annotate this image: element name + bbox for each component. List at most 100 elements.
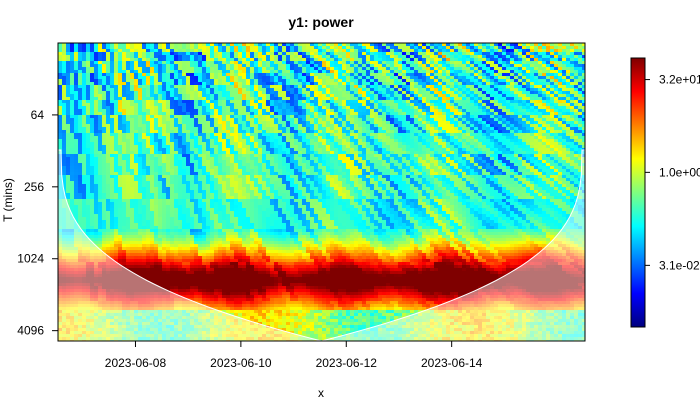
heatmap-cell xyxy=(126,49,131,53)
heatmap-cell xyxy=(194,112,199,116)
heatmap-cell xyxy=(518,91,523,95)
heatmap-cell xyxy=(342,124,347,128)
heatmap-cell xyxy=(490,148,495,152)
heatmap-cell xyxy=(386,94,391,98)
heatmap-cell xyxy=(226,154,231,158)
heatmap-cell xyxy=(206,52,211,56)
heatmap-cell xyxy=(506,118,511,122)
heatmap-cell xyxy=(410,61,415,65)
heatmap-cell xyxy=(438,49,443,53)
heatmap-cell xyxy=(450,85,455,89)
heatmap-cell xyxy=(158,97,163,101)
heatmap-cell xyxy=(382,133,387,137)
heatmap-cell xyxy=(186,106,191,110)
heatmap-cell xyxy=(398,133,403,137)
heatmap-cell xyxy=(178,112,183,116)
heatmap-cell xyxy=(326,154,331,158)
heatmap-cell xyxy=(350,43,355,47)
heatmap-cell xyxy=(330,151,335,155)
heatmap-cell xyxy=(158,100,163,104)
heatmap-cell xyxy=(310,61,315,65)
heatmap-cell xyxy=(302,151,307,155)
heatmap-cell xyxy=(270,148,275,152)
heatmap-cell xyxy=(254,103,259,107)
heatmap-cell xyxy=(394,43,399,47)
heatmap-cell xyxy=(246,100,251,104)
heatmap-cell xyxy=(562,91,567,95)
heatmap-cell xyxy=(582,109,585,113)
heatmap-cell xyxy=(338,130,343,134)
heatmap-cell xyxy=(210,148,215,152)
heatmap-cell xyxy=(402,142,407,146)
heatmap-cell xyxy=(250,145,255,149)
heatmap-cell xyxy=(426,112,431,116)
heatmap-cell xyxy=(94,133,99,137)
heatmap-cell xyxy=(130,106,135,110)
heatmap-cell xyxy=(382,70,387,74)
heatmap-cell xyxy=(266,118,271,122)
heatmap-cell xyxy=(378,127,383,131)
heatmap-cell xyxy=(118,52,123,56)
heatmap-cell xyxy=(82,58,87,62)
heatmap-cell xyxy=(474,67,479,71)
heatmap-cell xyxy=(422,76,427,80)
heatmap-cell xyxy=(394,118,399,122)
heatmap-cell xyxy=(362,43,367,47)
heatmap-cell xyxy=(538,94,543,98)
heatmap-cell xyxy=(258,85,263,89)
heatmap-cell xyxy=(326,79,331,83)
heatmap-cell xyxy=(82,115,87,119)
heatmap-cell xyxy=(362,112,367,116)
heatmap-cell xyxy=(118,106,123,110)
heatmap-cell xyxy=(442,46,447,50)
heatmap-cell xyxy=(462,64,467,68)
heatmap-cell xyxy=(138,136,143,140)
heatmap-cell xyxy=(354,43,359,47)
heatmap-cell xyxy=(278,67,283,71)
heatmap-cell xyxy=(422,109,427,113)
heatmap-cell xyxy=(386,85,391,89)
heatmap-cell xyxy=(182,154,187,158)
heatmap-cell xyxy=(422,130,427,134)
heatmap-cell xyxy=(134,133,139,137)
heatmap-cell xyxy=(550,115,555,119)
heatmap-cell xyxy=(186,55,191,59)
heatmap-cell xyxy=(490,67,495,71)
heatmap-cell xyxy=(290,133,295,137)
heatmap-cell xyxy=(390,106,395,110)
heatmap-cell xyxy=(454,148,459,152)
heatmap-cell xyxy=(462,106,467,110)
heatmap-cell xyxy=(386,136,391,140)
heatmap-cell xyxy=(102,73,107,77)
heatmap-cell xyxy=(334,58,339,62)
heatmap-cell xyxy=(94,52,99,56)
heatmap-cell xyxy=(406,151,411,155)
heatmap-cell xyxy=(458,64,463,68)
heatmap-cell xyxy=(254,130,259,134)
heatmap-cell xyxy=(562,97,567,101)
heatmap-cell xyxy=(454,58,459,62)
heatmap-cell xyxy=(434,88,439,92)
heatmap-cell xyxy=(390,82,395,86)
heatmap-cell xyxy=(510,97,515,101)
heatmap-cell xyxy=(146,154,151,158)
heatmap-cell xyxy=(134,127,139,131)
heatmap-cell xyxy=(70,154,75,158)
heatmap-cell xyxy=(62,115,67,119)
heatmap-cell xyxy=(190,91,195,95)
heatmap-cell xyxy=(130,76,135,80)
heatmap-cell xyxy=(142,130,147,134)
heatmap-cell xyxy=(506,109,511,113)
heatmap-cell xyxy=(474,115,479,119)
heatmap-cell xyxy=(126,67,131,71)
heatmap-cell xyxy=(254,94,259,98)
heatmap-cell xyxy=(518,127,523,131)
heatmap-cell xyxy=(562,70,567,74)
heatmap-cell xyxy=(150,133,155,137)
heatmap-cell xyxy=(186,115,191,119)
heatmap-cell xyxy=(198,142,203,146)
heatmap-cell xyxy=(538,70,543,74)
heatmap-cell xyxy=(518,73,523,77)
heatmap-cell xyxy=(230,64,235,68)
heatmap-cell xyxy=(82,61,87,65)
